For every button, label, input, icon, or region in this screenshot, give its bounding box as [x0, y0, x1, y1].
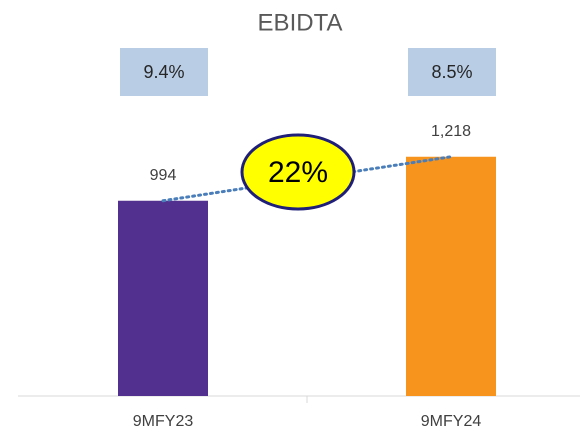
margin-box [408, 48, 496, 96]
margin-label: 8.5% [431, 62, 472, 82]
margin-box [120, 48, 208, 96]
growth-label: 22% [268, 156, 328, 189]
bar [406, 156, 496, 396]
x-tick-label: 9MFY24 [421, 413, 482, 430]
margin-label: 9.4% [143, 62, 184, 82]
value-label: 1,218 [431, 123, 471, 140]
growth-bubble [240, 133, 356, 211]
value-label: 994 [150, 167, 177, 184]
x-tick-label: 9MFY23 [133, 413, 194, 430]
bar [118, 200, 208, 396]
chart-title: EBIDTA [258, 9, 343, 36]
